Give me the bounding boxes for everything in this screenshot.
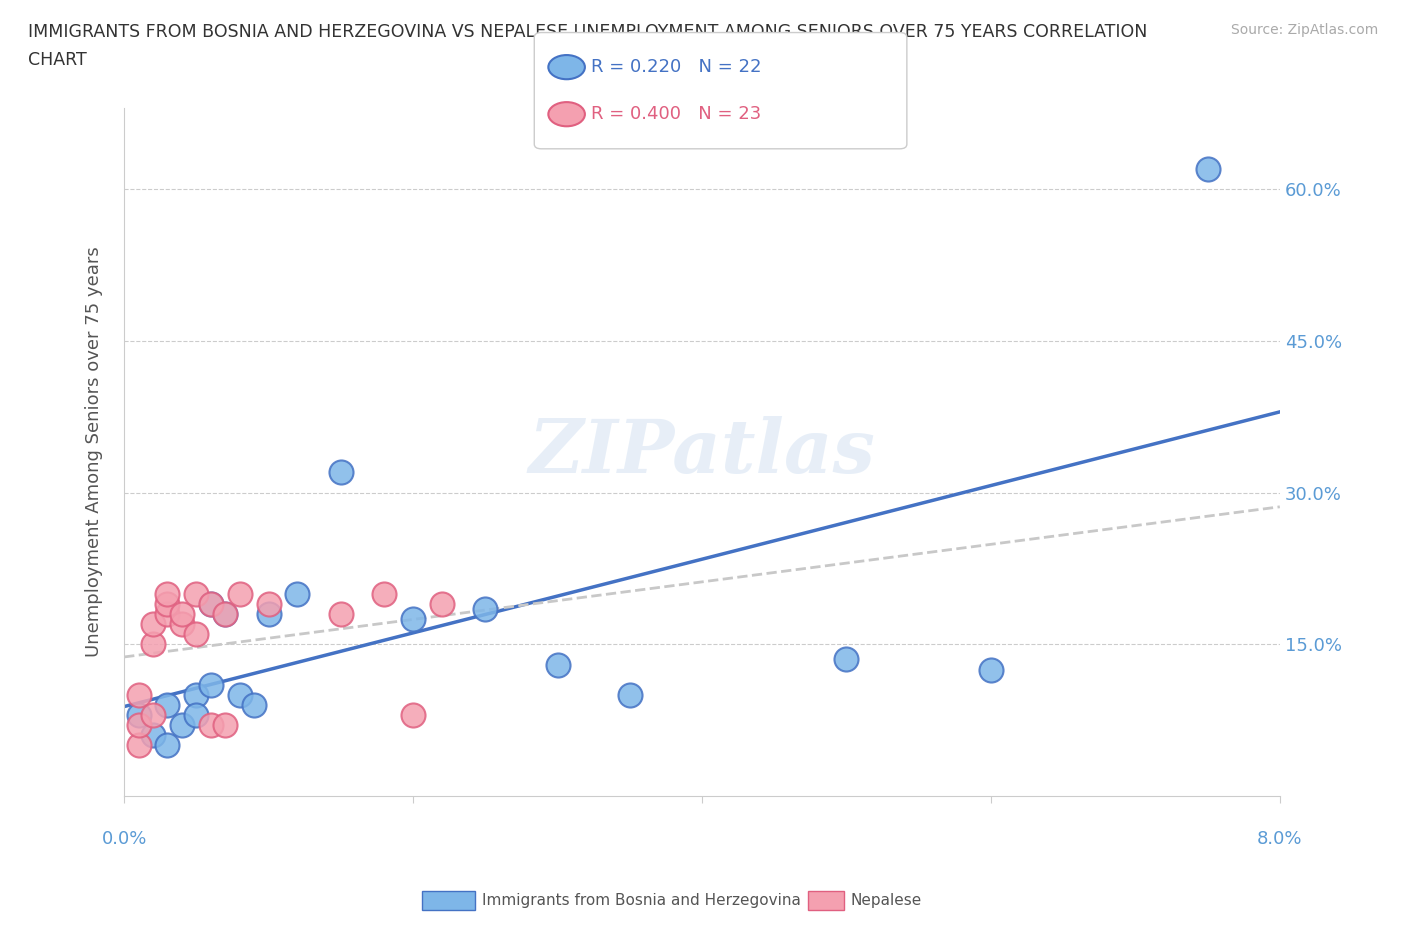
Point (547, 658, 569, 672)
Point (156, 698, 179, 712)
Text: R = 0.220   N = 22: R = 0.220 N = 22 (591, 59, 761, 76)
Point (128, 687, 150, 702)
Point (474, 602, 496, 617)
Point (142, 617, 165, 631)
Point (373, 586, 395, 601)
Point (186, 708, 208, 723)
Point (200, 596, 222, 611)
Point (170, 718, 193, 733)
Point (430, 596, 453, 611)
Point (156, 596, 179, 611)
Point (142, 637, 165, 652)
Point (186, 687, 208, 702)
Point (402, 612, 425, 627)
Point (257, 596, 280, 611)
Point (214, 718, 236, 733)
Point (156, 738, 179, 753)
Point (835, 652, 858, 667)
Point (156, 606, 179, 621)
Point (243, 698, 266, 712)
Point (257, 606, 280, 621)
Text: Source: ZipAtlas.com: Source: ZipAtlas.com (1230, 23, 1378, 37)
Y-axis label: Unemployment Among Seniors over 75 years: Unemployment Among Seniors over 75 years (86, 246, 103, 658)
Point (142, 728, 165, 743)
Point (186, 586, 208, 601)
Point (1197, 161, 1219, 176)
Point (128, 718, 150, 733)
Point (329, 606, 352, 621)
Text: Nepalese: Nepalese (851, 893, 922, 908)
Point (228, 586, 250, 601)
Text: CHART: CHART (28, 51, 87, 69)
Point (170, 606, 193, 621)
Text: 8.0%: 8.0% (1257, 830, 1302, 848)
Point (228, 687, 250, 702)
Point (128, 708, 150, 723)
Point (200, 718, 222, 733)
Point (200, 596, 222, 611)
Point (128, 738, 150, 753)
Point (980, 662, 1002, 677)
Point (170, 617, 193, 631)
Text: 0.0%: 0.0% (101, 830, 146, 848)
Point (156, 586, 179, 601)
Point (214, 606, 236, 621)
Text: Immigrants from Bosnia and Herzegovina: Immigrants from Bosnia and Herzegovina (482, 893, 801, 908)
Point (402, 708, 425, 723)
Text: IMMIGRANTS FROM BOSNIA AND HERZEGOVINA VS NEPALESE UNEMPLOYMENT AMONG SENIORS OV: IMMIGRANTS FROM BOSNIA AND HERZEGOVINA V… (28, 23, 1147, 41)
Point (619, 687, 641, 702)
Point (287, 586, 309, 601)
Point (186, 627, 208, 642)
Point (142, 708, 165, 723)
Point (329, 465, 352, 480)
Text: R = 0.400   N = 23: R = 0.400 N = 23 (591, 105, 761, 123)
Point (214, 606, 236, 621)
Text: ZIPatlas: ZIPatlas (529, 416, 876, 488)
Point (200, 677, 222, 692)
